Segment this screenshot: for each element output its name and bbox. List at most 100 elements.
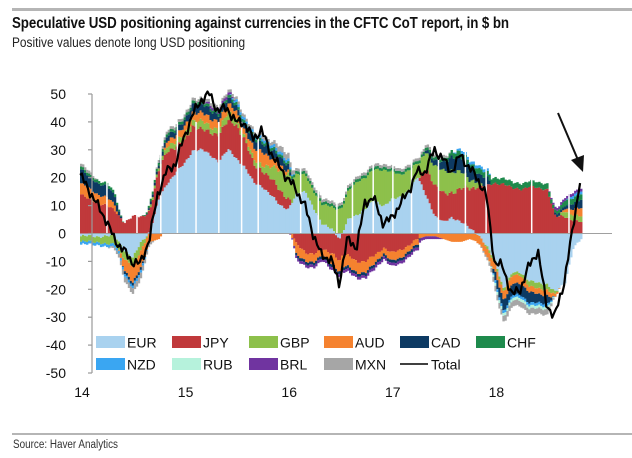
bar-segment-cad bbox=[221, 106, 224, 112]
bar-segment-jpy bbox=[446, 195, 449, 221]
bar-segment-cad bbox=[550, 297, 553, 301]
bar-segment-gbp bbox=[382, 169, 386, 206]
bar-segment-aud bbox=[333, 253, 336, 266]
bar-segment-gbp bbox=[189, 126, 192, 133]
bar-segment-nzd bbox=[95, 241, 99, 245]
bar-segment-cad bbox=[295, 252, 298, 256]
bar-segment-brl bbox=[572, 193, 575, 197]
bar-week bbox=[362, 172, 366, 278]
bar-segment-chf bbox=[329, 203, 332, 207]
bar-segment-jpy bbox=[508, 185, 511, 234]
bar-segment-cad bbox=[145, 214, 149, 215]
bar-segment-gbp bbox=[572, 215, 575, 222]
bar-segment-mxn bbox=[117, 253, 121, 258]
bar-segment-cad bbox=[462, 160, 465, 174]
bar-segment-mxn bbox=[329, 201, 332, 204]
bar-week bbox=[424, 145, 428, 240]
bar-segment-eur bbox=[155, 205, 159, 234]
bar-segment-aud bbox=[195, 114, 198, 124]
bar-segment-cad bbox=[466, 165, 469, 178]
bar-segment-chf bbox=[356, 179, 360, 182]
bar-segment-mxn bbox=[155, 167, 159, 169]
bar-segment-rub bbox=[540, 305, 543, 309]
bar-segment-brl bbox=[552, 202, 555, 205]
bar-segment-chf bbox=[348, 186, 352, 190]
bar-segment-mxn bbox=[125, 278, 129, 285]
bar-segment-gbp bbox=[323, 204, 326, 225]
bar-segment-nzd bbox=[83, 241, 87, 245]
bar-segment-aud bbox=[253, 148, 256, 161]
bar-segment-jpy bbox=[442, 191, 445, 221]
bar-segment-nzd bbox=[532, 302, 535, 305]
bar-segment-gbp bbox=[348, 189, 352, 219]
bar-segment-jpy bbox=[311, 233, 314, 254]
bar-segment-cad bbox=[508, 288, 511, 300]
bar-segment-eur bbox=[319, 219, 322, 234]
bar-segment-nzd bbox=[476, 165, 479, 169]
bar-segment-brl bbox=[317, 260, 320, 264]
bar-segment-brl bbox=[303, 261, 306, 265]
bar-segment-chf bbox=[538, 181, 541, 188]
bar-segment-aud bbox=[434, 233, 438, 237]
bar-segment-aud bbox=[263, 154, 266, 168]
bar-segment-jpy bbox=[219, 132, 222, 160]
bar-week bbox=[374, 163, 378, 268]
bar-segment-chf bbox=[271, 147, 274, 151]
bar-segment-cad bbox=[414, 244, 418, 248]
bar-segment-gbp bbox=[239, 130, 242, 135]
bar-week bbox=[197, 99, 200, 234]
bar-segment-cad bbox=[396, 258, 400, 262]
bar-segment-gbp bbox=[576, 214, 579, 221]
bar-segment-mxn bbox=[123, 276, 127, 283]
bar-week bbox=[456, 148, 459, 242]
bar-segment-jpy bbox=[113, 211, 117, 234]
bar-segment-eur bbox=[458, 220, 461, 234]
bar-segment-cad bbox=[518, 284, 521, 296]
bar-segment-cad bbox=[337, 271, 340, 275]
bar-segment-nzd bbox=[245, 121, 248, 125]
bar-segment-brl bbox=[428, 236, 432, 240]
bar-segment-mxn bbox=[516, 299, 519, 305]
bar-segment-eur bbox=[480, 233, 483, 239]
bar-segment-rub bbox=[508, 302, 511, 306]
legend-label: GBP bbox=[280, 335, 310, 351]
top-rule bbox=[12, 8, 632, 11]
bar-segment-mxn bbox=[370, 165, 374, 169]
bar-segment-aud bbox=[221, 111, 224, 121]
bar-segment-gbp bbox=[456, 170, 459, 190]
bar-segment-eur bbox=[313, 209, 316, 234]
bar-segment-gbp bbox=[99, 237, 103, 245]
bar-segment-eur bbox=[482, 233, 485, 243]
bar-segment-jpy bbox=[185, 135, 188, 160]
bar-segment-eur bbox=[181, 165, 184, 234]
bar-segment-aud bbox=[133, 261, 137, 278]
bar-segment-chf bbox=[217, 113, 220, 117]
bar-segment-jpy bbox=[554, 214, 557, 234]
bar-segment-nzd bbox=[241, 116, 244, 119]
bar-segment-nzd bbox=[504, 309, 507, 313]
bar-segment-rub bbox=[492, 274, 495, 277]
bar-segment-mxn bbox=[225, 94, 228, 98]
bar-segment-gbp bbox=[362, 178, 366, 210]
bar-segment-chf bbox=[574, 196, 577, 202]
bar-segment-mxn bbox=[179, 119, 183, 122]
bar-segment-eur bbox=[147, 232, 151, 234]
bar-segment-nzd bbox=[243, 117, 246, 121]
bar-segment-aud bbox=[476, 234, 479, 244]
bar-segment-chf bbox=[323, 201, 326, 205]
bar-segment-cad bbox=[502, 299, 505, 311]
bar-segment-brl bbox=[305, 264, 308, 268]
bar-segment-chf bbox=[243, 120, 246, 123]
bar-segment-eur bbox=[203, 151, 206, 234]
bar-segment-jpy bbox=[241, 137, 244, 166]
bar-segment-jpy bbox=[213, 132, 216, 159]
bar-segment-cad bbox=[151, 194, 155, 198]
bar-segment-gbp bbox=[490, 255, 493, 258]
bar-segment-jpy bbox=[512, 189, 515, 234]
bar-segment-eur bbox=[263, 189, 266, 234]
bar-segment-eur bbox=[105, 233, 109, 236]
bar-segment-jpy bbox=[237, 128, 240, 161]
bar-segment-chf bbox=[89, 174, 93, 178]
legend-item-jpy: JPY bbox=[172, 335, 229, 351]
